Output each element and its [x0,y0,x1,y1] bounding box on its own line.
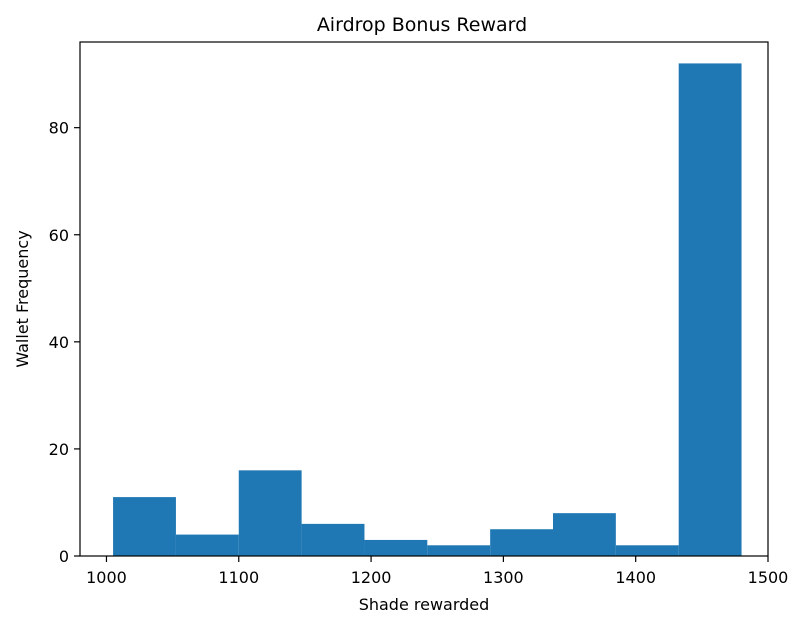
x-tick-label: 1100 [218,568,259,587]
y-tick-label: 0 [59,547,69,566]
x-tick-label: 1300 [483,568,524,587]
histogram-bar-2 [175,534,239,556]
y-tick-label: 80 [49,119,69,138]
bars-group [113,63,742,557]
histogram-bar-3 [238,470,302,556]
histogram-bar-4 [301,523,365,556]
histogram-bar-6 [427,545,491,556]
plot-frame [79,41,769,557]
y-axis-title: Wallet Frequency [13,230,32,367]
y-tick-label: 60 [49,226,69,245]
y-axis: 0 20 40 60 80 [49,119,80,566]
chart-title: Airdrop Bonus Reward [317,14,527,36]
x-tick-label: 1400 [615,568,656,587]
histogram-bar-9 [615,545,679,556]
histogram-bar-10 [678,63,742,557]
histogram-bar-7 [490,529,553,556]
x-tick-label: 1500 [748,568,789,587]
histogram-bar-1 [113,497,176,556]
histogram-bar-5 [364,539,428,556]
x-axis: 1000 1100 1200 1300 1400 1500 [86,556,788,587]
y-tick-label: 40 [49,333,69,352]
histogram-bar-8 [553,513,616,556]
y-tick-label: 20 [49,440,69,459]
x-axis-title: Shade rewarded [359,595,490,614]
x-tick-label: 1000 [86,568,127,587]
x-tick-label: 1200 [351,568,392,587]
